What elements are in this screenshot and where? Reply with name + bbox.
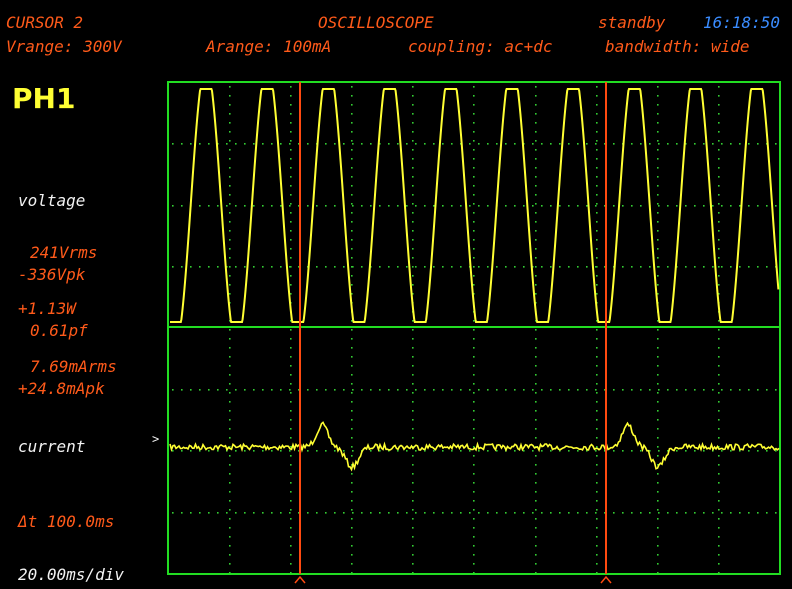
current-label: current xyxy=(18,437,86,456)
cursor-2-marker-icon[interactable] xyxy=(600,575,612,584)
state-label: standby xyxy=(598,13,666,32)
bandwidth-label: bandwidth: wide xyxy=(605,37,750,56)
timebase-label: 20.00ms/div xyxy=(18,565,124,584)
power-reading: +1.13W xyxy=(18,299,76,318)
voltage-peak: -336Vpk xyxy=(18,265,86,284)
mode-label: CURSOR 2 xyxy=(6,13,84,32)
voltage-label: voltage xyxy=(18,191,86,210)
voltage-trace xyxy=(170,88,780,323)
current-rms: 7.69mArms xyxy=(30,357,117,376)
grid-dot-pattern xyxy=(172,86,777,574)
app-title: OSCILLOSCOPE xyxy=(318,13,434,32)
voltage-rms: 241Vrms xyxy=(30,243,98,262)
current-peak: +24.8mApk xyxy=(18,379,105,398)
cursor-1-marker-icon[interactable] xyxy=(294,575,306,584)
delta-t-reading: Δt 100.0ms xyxy=(18,512,115,531)
power-factor: 0.61pf xyxy=(30,321,88,340)
current-zero-marker: > xyxy=(152,432,160,446)
arange-label: Arange: 100mA xyxy=(206,37,332,56)
grid-dots xyxy=(172,86,777,574)
clock-time: 16:18:50 xyxy=(703,13,781,32)
current-pane-border xyxy=(167,326,781,575)
channel-name: PH1 xyxy=(12,82,76,115)
vrange-label: Vrange: 300V xyxy=(6,37,122,56)
coupling-label: coupling: ac+dc xyxy=(408,37,553,56)
current-trace xyxy=(169,421,780,472)
